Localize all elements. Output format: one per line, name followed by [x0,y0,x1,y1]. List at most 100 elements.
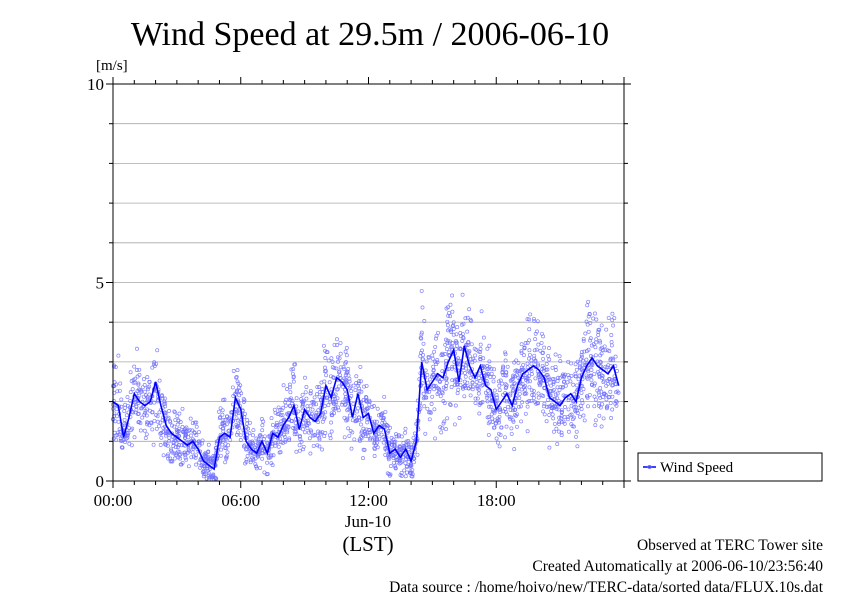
scatter-point [532,318,537,323]
scatter-point [125,435,130,440]
scatter-point [582,418,587,423]
scatter-point [172,409,177,414]
scatter-point [508,407,513,412]
scatter-point [455,343,460,348]
scatter-point [169,448,174,453]
scatter-point [577,414,582,419]
scatter-point [420,305,425,310]
scatter-point [604,393,608,397]
scatter-point [519,419,524,424]
scatter-point [146,387,150,392]
scatter-point [573,371,578,376]
scatter-point [444,427,448,432]
scatter-point [483,390,488,395]
scatter-point [335,396,340,401]
scatter-point [549,383,554,388]
scatter-point [144,413,149,418]
scatter-point [527,327,532,332]
scatter-point [359,422,363,427]
scatter-point [225,414,230,419]
scatter-point [151,442,156,447]
scatter-point [424,359,429,364]
scatter-point [287,382,292,387]
scatter-point [427,377,432,382]
scatter-point [188,416,193,421]
scatter-point [320,447,325,452]
scatter-point [329,356,334,361]
scatter-point [535,319,540,324]
scatter-point [230,385,235,390]
scatter-point [561,380,566,384]
scatter-point [180,425,185,429]
scatter-point [491,375,496,379]
scatter-point [247,439,252,444]
scatter-point [519,367,524,372]
scatter-point [130,426,135,431]
scatter-point [117,427,122,432]
scatter-point [310,433,315,438]
scatter-point [429,374,434,379]
scatter-point [343,392,348,396]
scatter-point [520,400,525,405]
scatter-point [159,394,164,399]
scatter-point [112,364,116,369]
scatter-point [304,385,309,389]
scatter-point [288,385,292,390]
scatter-point [517,371,522,376]
scatter-point [463,374,468,379]
scatter-point [203,460,208,465]
scatter-point [579,407,584,412]
scatter-point [450,378,455,383]
scatter-point [606,395,611,400]
scatter-point [466,369,471,374]
scatter-point [435,386,440,391]
scatter-point [196,439,201,444]
scatter-point [310,399,315,404]
scatter-point [330,359,335,364]
scatter-point [555,385,560,390]
scatter-point [299,397,304,401]
scatter-point [593,345,598,350]
scatter-point [269,461,274,466]
scatter-point [274,420,279,425]
scatter-point [391,442,396,447]
scatter-point [527,385,532,390]
scatter-point [574,434,578,439]
scatter-point [334,366,339,371]
scatter-point [439,430,444,435]
scatter-point [404,439,409,444]
scatter-point [138,428,143,433]
scatter-point [188,433,193,438]
scatter-point [455,325,460,330]
scatter-point [454,338,458,343]
scatter-point [150,427,155,432]
scatter-point [525,371,530,376]
scatter-point [401,455,406,460]
scatter-point [563,405,567,409]
scatter-point [114,437,119,442]
scatter-point [599,345,604,350]
scatter-point [485,364,490,368]
scatter-point [300,403,305,408]
scatter-point [510,418,515,423]
scatter-point [363,434,368,439]
scatter-point [404,464,409,469]
scatter-point [409,463,414,468]
scatter-point [234,416,239,421]
scatter-point [519,365,524,370]
scatter-point [305,426,310,431]
scatter-point [450,366,454,371]
scatter-point [497,383,502,388]
scatter-point [313,414,318,419]
scatter-point [423,431,428,436]
scatter-point [468,317,473,322]
scatter-point [328,374,333,379]
scatter-point [562,421,567,426]
scatter-point [557,429,561,434]
scatter-point [527,352,532,357]
scatter-point [317,394,322,399]
scatter-point [223,441,228,446]
scatter-point [238,433,243,438]
scatter-point [315,385,320,390]
scatter-point [277,408,282,412]
